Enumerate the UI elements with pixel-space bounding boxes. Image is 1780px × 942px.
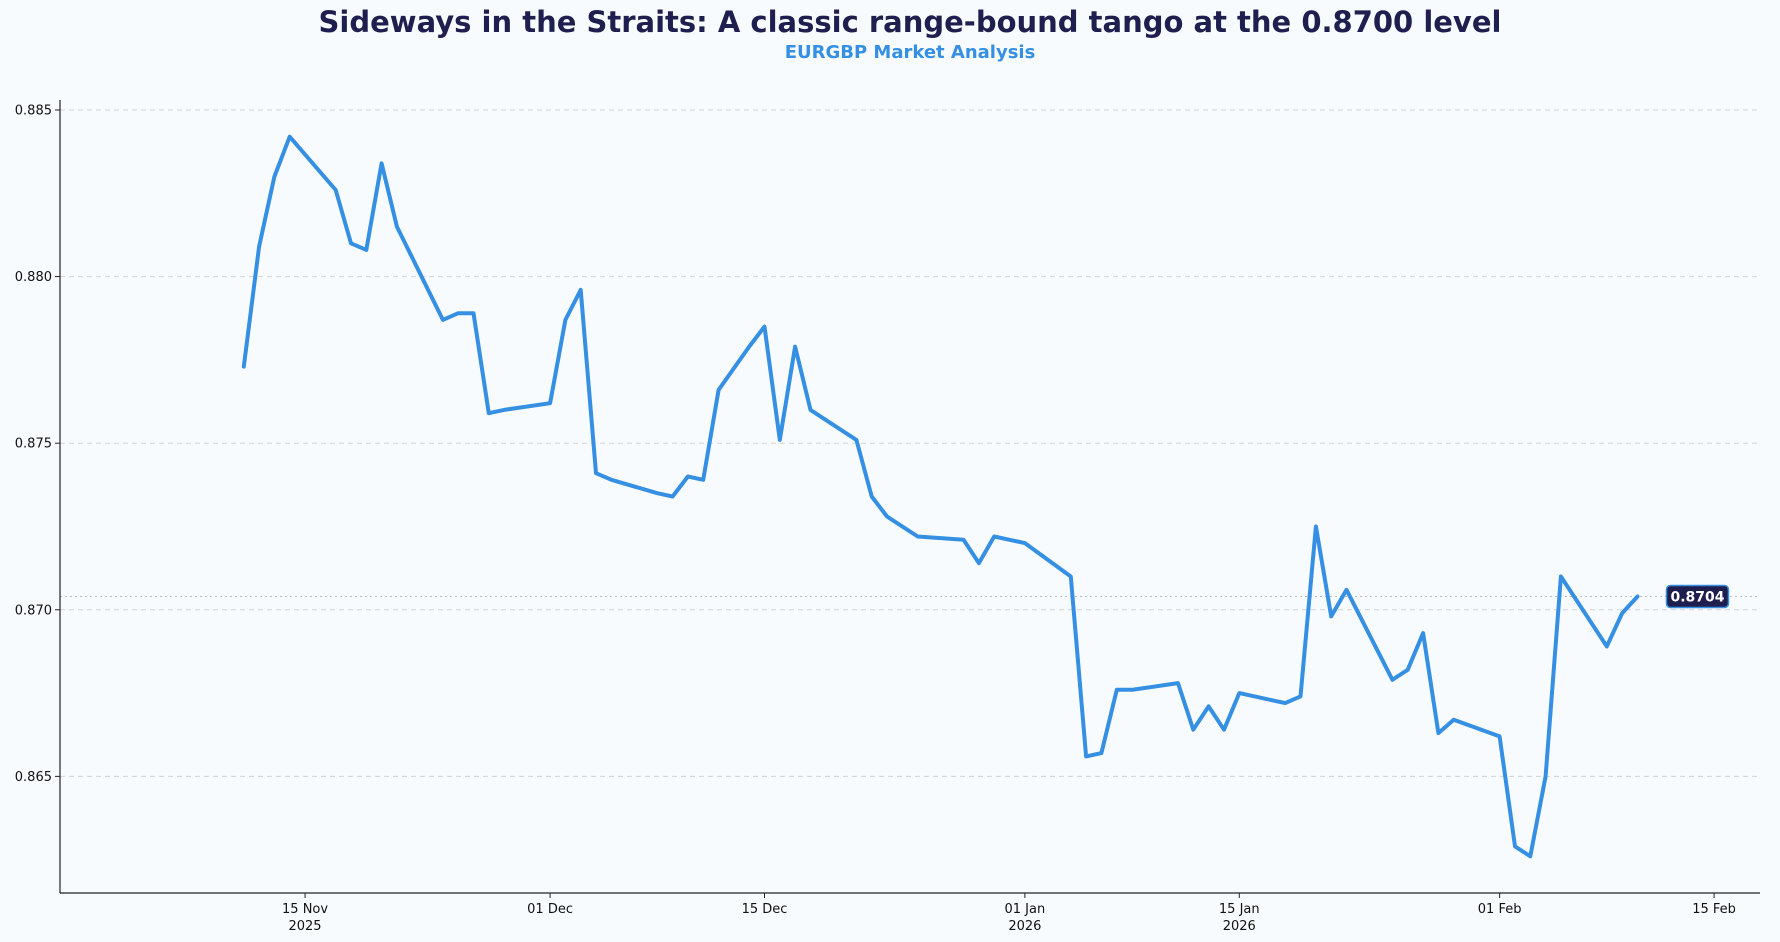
series-line-eurgbp: [241, 134, 1640, 859]
x-tick-label-3: 01 Jan: [1005, 902, 1046, 917]
y-tick-label-1: 0.870: [15, 603, 52, 618]
x-tick-sublabel-3: 2026: [1008, 919, 1041, 934]
y-tick-label-0: 0.865: [15, 770, 52, 785]
y-tick-label-4: 0.885: [15, 103, 52, 118]
last-value-badge-box: [1665, 584, 1730, 609]
chart-subtitle: EURGBP Market Analysis: [785, 42, 1036, 63]
y-tick-label-2: 0.875: [15, 437, 52, 452]
grid-lines: [60, 109, 1760, 777]
x-tick-label-2: 15 Dec: [742, 902, 788, 917]
last-value-badge: 0.8704: [1665, 584, 1730, 609]
last-value-badge-label: 0.8704: [1670, 589, 1724, 605]
x-tick-label-4: 15 Jan: [1219, 902, 1260, 917]
x-tick-sublabel-0: 2025: [288, 919, 321, 934]
x-tick-label-1: 01 Dec: [527, 902, 573, 917]
chart-title: Sideways in the Straits: A classic range…: [319, 5, 1502, 39]
series-layer: [241, 134, 1640, 859]
x-tick-sublabel-4: 2026: [1223, 919, 1256, 934]
x-tick-label-5: 01 Feb: [1478, 902, 1522, 917]
axes: [59, 100, 1760, 894]
x-tick-label-6: 15 Feb: [1692, 902, 1736, 917]
y-axis-ticks: 0.865 0.870 0.875 0.880 0.885: [15, 103, 60, 785]
y-tick-label-3: 0.880: [15, 270, 52, 285]
x-axis-ticks: 15 Nov 2025 01 Dec 15 Dec 01 Jan 2026 15 Jan 20…: [282, 893, 1736, 934]
x-tick-label-0: 15 Nov: [282, 902, 328, 917]
